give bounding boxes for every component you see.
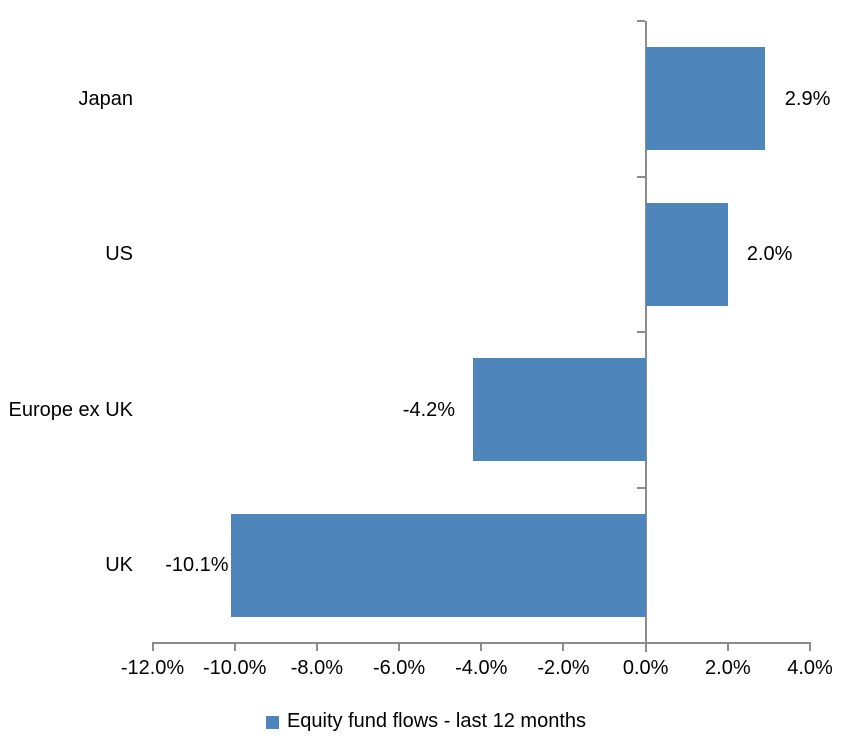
category-tick xyxy=(636,486,645,489)
x-tick xyxy=(233,643,236,651)
bar-uk xyxy=(230,513,646,617)
x-tick xyxy=(562,643,565,651)
x-tick-label: 2.0% xyxy=(705,657,751,679)
x-tick xyxy=(398,643,401,651)
category-label-uk: UK xyxy=(105,554,133,577)
data-label-japan: 2.9% xyxy=(784,87,831,110)
legend-label: Equity fund flows - last 12 months xyxy=(286,710,587,732)
x-tick-label: 4.0% xyxy=(787,657,833,679)
x-tick xyxy=(726,643,729,651)
x-tick-label: -8.0% xyxy=(290,657,343,679)
x-tick-label: -6.0% xyxy=(372,657,426,679)
data-label-uk: -10.1% xyxy=(165,554,229,577)
category-tick xyxy=(636,175,645,178)
category-tick xyxy=(636,642,645,644)
x-tick xyxy=(644,643,647,651)
x-tick-label: 0.0% xyxy=(622,657,669,679)
category-label-europe-ex-uk: Europe ex UK xyxy=(8,398,133,421)
x-tick-label: -10.0% xyxy=(203,657,267,679)
category-label-us: US xyxy=(105,243,133,266)
data-label-europe-ex-uk: -4.2% xyxy=(402,398,456,421)
category-tick xyxy=(636,331,645,333)
x-tick-label: -4.0% xyxy=(455,657,508,679)
x-tick xyxy=(315,643,318,651)
category-label-japan: Japan xyxy=(78,87,134,110)
x-tick-label: -2.0% xyxy=(537,657,590,679)
x-tick xyxy=(809,643,811,651)
bar-japan xyxy=(645,47,765,151)
x-tick xyxy=(480,643,483,651)
data-label-us: 2.0% xyxy=(746,243,793,266)
legend: Equity fund flows - last 12 months xyxy=(0,708,852,734)
x-tick xyxy=(151,643,154,651)
bar-us xyxy=(645,202,728,306)
zero-axis-line xyxy=(644,21,647,652)
x-tick-label: -12.0% xyxy=(120,657,185,679)
category-tick xyxy=(636,20,645,22)
bar-europe-ex-uk xyxy=(473,358,646,462)
legend-swatch-icon xyxy=(265,716,279,729)
